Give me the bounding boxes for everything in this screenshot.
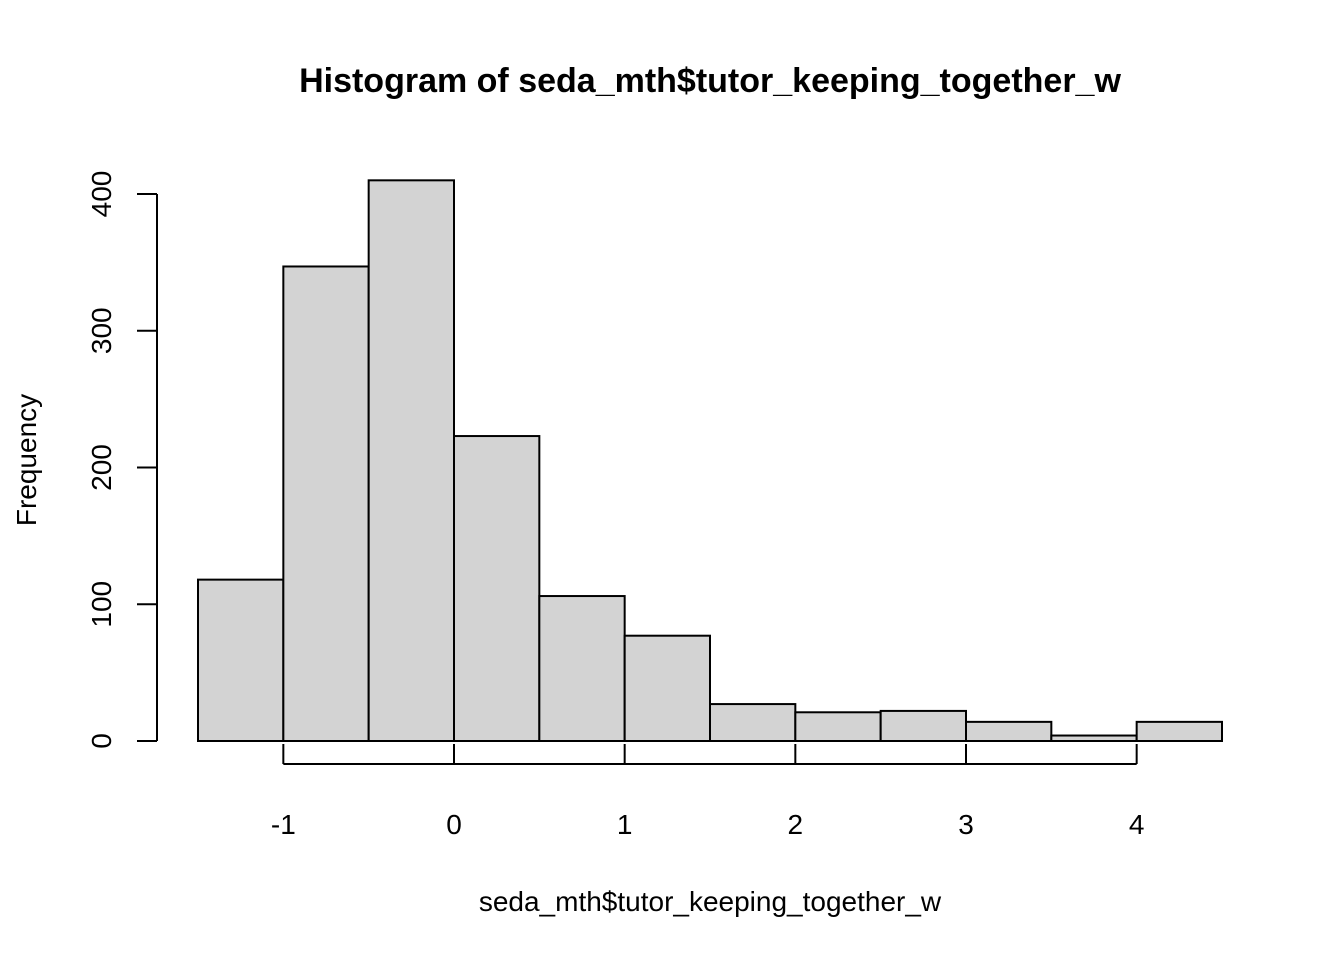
x-tick-label: 1	[617, 809, 633, 840]
y-tick-label: 400	[86, 171, 117, 218]
y-tick-label: 200	[86, 444, 117, 491]
histogram-bar-0	[197, 578, 285, 743]
histogram-bar-5	[623, 634, 712, 743]
x-tick-label: 4	[1129, 809, 1145, 840]
y-tick-label: 300	[86, 307, 117, 354]
histogram-bar-8	[879, 709, 968, 742]
histogram-bar-7	[794, 711, 882, 742]
x-axis: -1 0 1 2 3 4	[271, 744, 1145, 840]
x-tick-label: 0	[446, 809, 462, 840]
bars-group	[197, 179, 1223, 743]
histogram-bar-6	[709, 703, 797, 743]
x-tick-label: -1	[271, 809, 296, 840]
histogram-bar-2	[367, 179, 455, 742]
x-axis-label: seda_mth$tutor_keeping_together_w	[479, 886, 942, 917]
histogram-bar-9	[965, 720, 1053, 742]
y-tick-label: 0	[86, 733, 117, 749]
y-axis: 0 100 200 300 400	[86, 171, 158, 749]
histogram-bar-10	[1050, 734, 1138, 743]
histogram-bar-11	[1135, 720, 1223, 742]
histogram-bar-4	[538, 595, 626, 742]
x-tick-label: 2	[788, 809, 804, 840]
y-axis-label: Frequency	[11, 394, 42, 526]
histogram-bar-3	[453, 435, 541, 742]
histogram-bar-1	[282, 265, 370, 742]
y-tick-label: 100	[86, 581, 117, 628]
x-tick-label: 3	[958, 809, 974, 840]
chart-title: Histogram of seda_mth$tutor_keeping_toge…	[299, 62, 1121, 100]
